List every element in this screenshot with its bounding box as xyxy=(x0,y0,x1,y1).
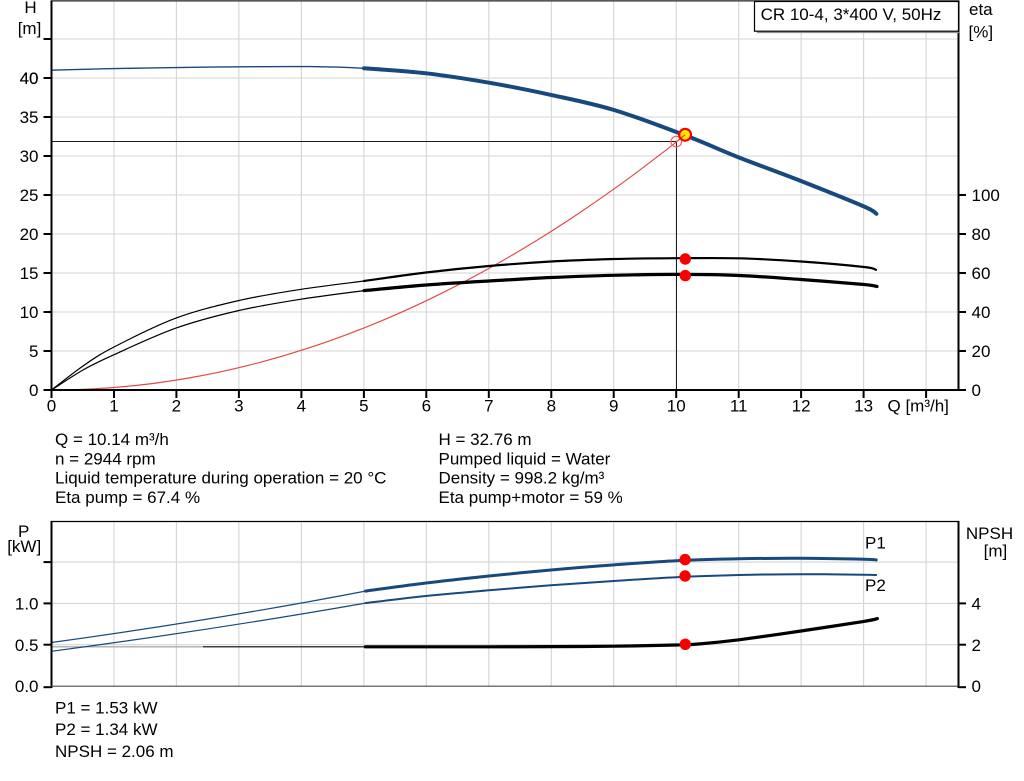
svg-text:H: H xyxy=(24,0,36,17)
svg-text:30: 30 xyxy=(20,147,39,166)
svg-text:eta: eta xyxy=(969,0,993,19)
svg-text:0: 0 xyxy=(47,397,56,416)
svg-text:0.0: 0.0 xyxy=(15,677,39,696)
svg-text:[kW]: [kW] xyxy=(7,537,41,556)
svg-text:1.0: 1.0 xyxy=(15,595,39,614)
svg-text:P1 = 1.53 kW: P1 = 1.53 kW xyxy=(55,699,158,718)
svg-text:15: 15 xyxy=(20,264,39,283)
svg-text:10: 10 xyxy=(20,303,39,322)
svg-text:8: 8 xyxy=(547,397,556,416)
svg-text:12: 12 xyxy=(792,397,811,416)
svg-text:[m]: [m] xyxy=(984,542,1008,561)
svg-text:25: 25 xyxy=(20,186,39,205)
svg-text:80: 80 xyxy=(972,225,991,244)
svg-text:Q = 10.14 m³/h: Q = 10.14 m³/h xyxy=(55,430,169,449)
svg-text:0: 0 xyxy=(972,677,981,696)
svg-text:Eta pump+motor = 59 %: Eta pump+motor = 59 % xyxy=(439,488,623,507)
svg-text:P2: P2 xyxy=(865,576,886,595)
svg-text:6: 6 xyxy=(422,397,431,416)
svg-text:2: 2 xyxy=(972,636,981,655)
svg-text:0.5: 0.5 xyxy=(15,636,39,655)
svg-text:3: 3 xyxy=(234,397,243,416)
svg-text:Liquid temperature during oper: Liquid temperature during operation = 20… xyxy=(55,469,386,488)
svg-text:35: 35 xyxy=(20,108,39,127)
svg-text:CR 10-4, 3*400 V, 50Hz: CR 10-4, 3*400 V, 50Hz xyxy=(761,5,942,24)
svg-text:P2 = 1.34 kW: P2 = 1.34 kW xyxy=(55,720,158,739)
svg-text:5: 5 xyxy=(29,342,38,361)
svg-text:40: 40 xyxy=(20,69,39,88)
svg-text:[m]: [m] xyxy=(18,19,42,38)
svg-text:60: 60 xyxy=(972,264,991,283)
svg-text:40: 40 xyxy=(20,69,39,88)
svg-text:NPSH: NPSH xyxy=(966,524,1013,543)
svg-text:20: 20 xyxy=(972,342,991,361)
svg-text:1: 1 xyxy=(109,397,118,416)
svg-text:[%]: [%] xyxy=(969,23,994,42)
svg-text:H = 32.76 m: H = 32.76 m xyxy=(439,430,532,449)
svg-text:20: 20 xyxy=(20,225,39,244)
svg-text:4: 4 xyxy=(972,595,981,614)
svg-text:0: 0 xyxy=(972,381,981,400)
svg-text:NPSH = 2.06 m: NPSH = 2.06 m xyxy=(55,742,174,761)
svg-text:9: 9 xyxy=(609,397,618,416)
svg-text:100: 100 xyxy=(972,186,1000,205)
svg-text:5: 5 xyxy=(359,397,368,416)
svg-text:11: 11 xyxy=(730,397,748,416)
svg-text:2: 2 xyxy=(172,397,181,416)
svg-text:P1: P1 xyxy=(865,534,886,553)
svg-text:4: 4 xyxy=(297,397,306,416)
svg-text:Eta pump = 67.4 %: Eta pump = 67.4 % xyxy=(55,488,200,507)
svg-text:40: 40 xyxy=(972,303,991,322)
svg-text:0: 0 xyxy=(29,381,38,400)
svg-text:Density = 998.2 kg/m³: Density = 998.2 kg/m³ xyxy=(439,469,605,488)
svg-text:13: 13 xyxy=(854,397,873,416)
svg-text:n = 2944 rpm: n = 2944 rpm xyxy=(55,449,156,468)
svg-text:Q [m³/h]: Q [m³/h] xyxy=(888,397,949,416)
svg-text:P: P xyxy=(18,522,29,541)
svg-text:7: 7 xyxy=(484,397,493,416)
svg-text:10: 10 xyxy=(667,397,686,416)
svg-text:Pumped liquid = Water: Pumped liquid = Water xyxy=(439,449,611,468)
